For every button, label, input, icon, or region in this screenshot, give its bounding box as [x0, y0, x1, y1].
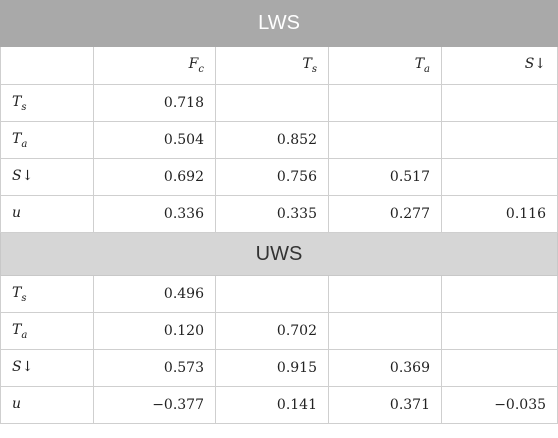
row-label: Ts [0, 84, 94, 122]
table-cell [328, 312, 442, 350]
column-header: Ts [215, 46, 329, 85]
row-label: Ts [0, 275, 94, 313]
table-cell: −0.035 [440, 386, 558, 424]
table-cell: 0.517 [328, 158, 442, 196]
group-title: UWS [0, 232, 558, 276]
correlation-table: LWS Fc Ts Ta S↓ Ts 0.718 Ta 0.504 0.852 … [0, 0, 558, 424]
table-cell: 0.692 [93, 158, 216, 196]
group-header-uws: UWS [0, 232, 558, 276]
table-cell: 0.141 [215, 386, 329, 424]
table-cell: −0.377 [93, 386, 216, 424]
table-row: Ta 0.120 0.702 [0, 312, 558, 350]
column-header: S↓ [440, 46, 558, 85]
table-row: Ta 0.504 0.852 [0, 121, 558, 159]
table-cell: 0.335 [215, 195, 329, 233]
table-cell: 0.369 [328, 349, 442, 387]
column-header-empty [0, 46, 94, 85]
table-cell: 0.702 [215, 312, 329, 350]
table-cell [215, 84, 329, 122]
table-cell: 0.852 [215, 121, 329, 159]
table-cell: 0.915 [215, 349, 329, 387]
group-title: LWS [0, 0, 558, 47]
row-label: u [0, 386, 94, 424]
table-row: Ts 0.718 [0, 84, 558, 122]
table-cell: 0.718 [93, 84, 216, 122]
table-cell [440, 349, 558, 387]
table-cell: 0.496 [93, 275, 216, 313]
table-cell: 0.277 [328, 195, 442, 233]
table-cell [440, 312, 558, 350]
table-cell: 0.120 [93, 312, 216, 350]
table-cell [215, 275, 329, 313]
column-header-row: Fc Ts Ta S↓ [0, 46, 558, 85]
row-label: S↓ [0, 158, 94, 196]
table-cell [328, 275, 442, 313]
table-cell [440, 121, 558, 159]
table-cell [440, 84, 558, 122]
table-cell: 0.573 [93, 349, 216, 387]
column-header: Fc [93, 46, 216, 85]
table-row: Ts 0.496 [0, 275, 558, 313]
table-cell: 0.756 [215, 158, 329, 196]
row-label: u [0, 195, 94, 233]
table-row: u 0.336 0.335 0.277 0.116 [0, 195, 558, 233]
row-label: Ta [0, 121, 94, 159]
table-cell [328, 121, 442, 159]
group-header-lws: LWS [0, 0, 558, 47]
column-header: Ta [328, 46, 442, 85]
table-row: S↓ 0.573 0.915 0.369 [0, 349, 558, 387]
table-cell: 0.116 [440, 195, 558, 233]
row-label: Ta [0, 312, 94, 350]
row-label: S↓ [0, 349, 94, 387]
table-cell [440, 275, 558, 313]
table-row: S↓ 0.692 0.756 0.517 [0, 158, 558, 196]
table-cell: 0.504 [93, 121, 216, 159]
table-cell [328, 84, 442, 122]
table-cell: 0.336 [93, 195, 216, 233]
table-row: u −0.377 0.141 0.371 −0.035 [0, 386, 558, 424]
table-cell [440, 158, 558, 196]
table-cell: 0.371 [328, 386, 442, 424]
